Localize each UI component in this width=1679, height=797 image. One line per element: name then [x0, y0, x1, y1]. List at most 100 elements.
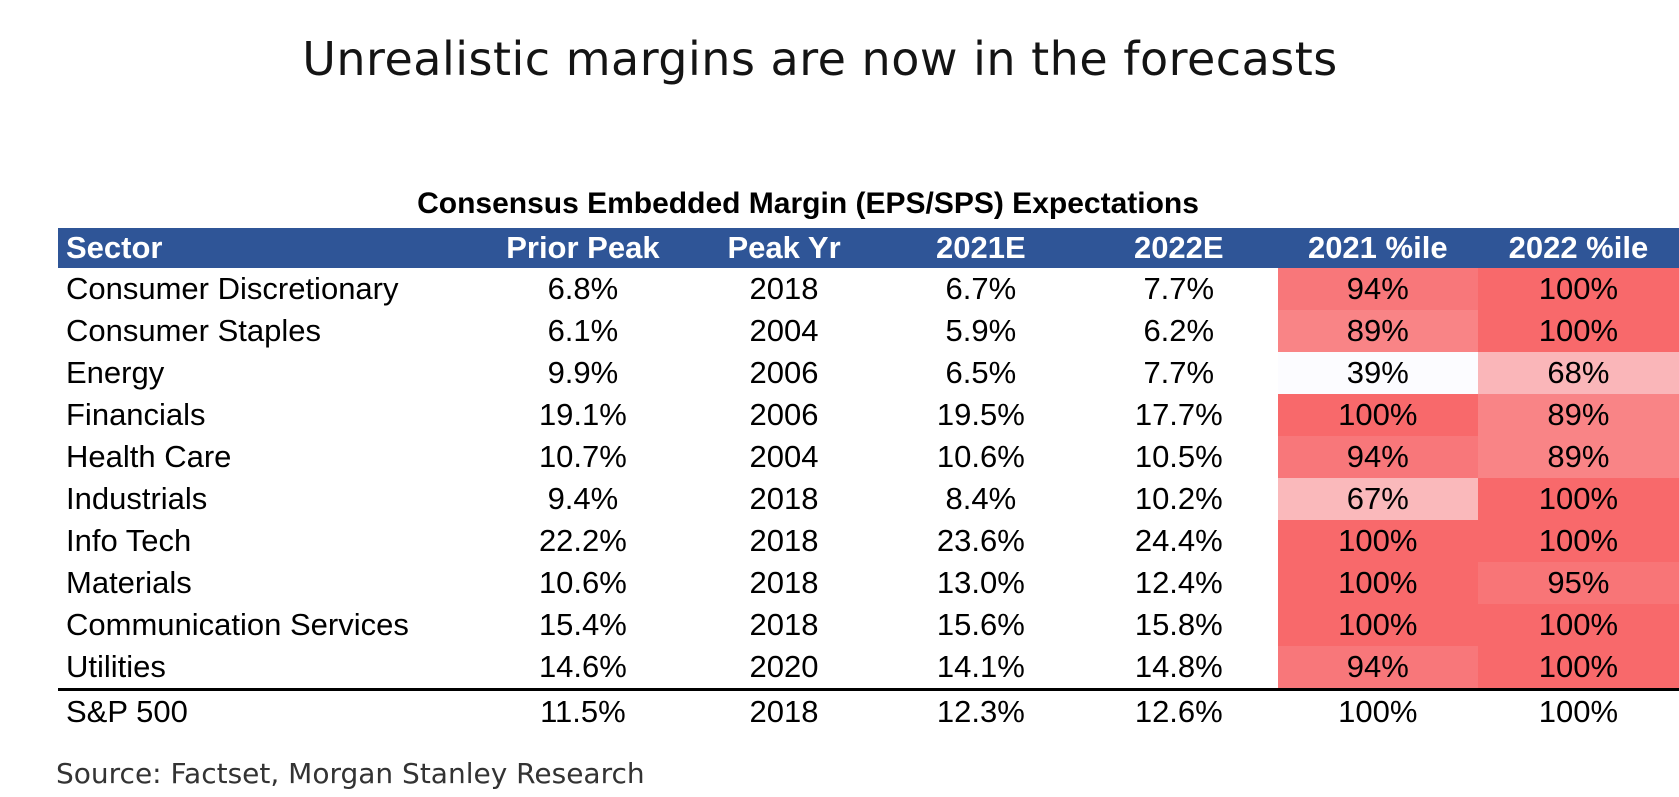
sector-cell: Consumer Discretionary [66, 271, 399, 306]
peak-yr-cell: 2006 [749, 397, 819, 432]
header-sector: Sector [58, 228, 480, 268]
peak-yr-cell: 2018 [749, 271, 819, 306]
header-prior-peak: Prior Peak [479, 228, 687, 268]
sector-cell: Info Tech [66, 523, 192, 558]
sector-cell: S&P 500 [58, 688, 480, 733]
prior-peak-cell: 6.8% [547, 271, 619, 306]
pct-2021-cell: 94% [1277, 646, 1478, 690]
pct-2021-cell: 39% [1277, 352, 1478, 394]
prior-peak-cell: 19.1% [538, 397, 627, 432]
table-row: Consumer Staples 6.1% 2004 5.9% 6.2% 89% 100% [58, 310, 1679, 352]
pct-2021-cell: 94% [1277, 268, 1478, 310]
eps-2022e-cell: 17.7% [1134, 397, 1223, 432]
pct-2021-cell: 94% [1277, 436, 1478, 478]
source-note: Source: Factset, Morgan Stanley Research [56, 757, 645, 790]
peak-yr-cell: 2020 [749, 649, 819, 684]
pct-2022-cell: 100% [1477, 646, 1679, 690]
table-header-row: Sector Prior Peak Peak Yr 2021E 2022E 20… [58, 228, 1679, 268]
slide-title: Unrealistic margins are now in the forec… [302, 32, 1338, 86]
peak-yr-cell: 2018 [749, 523, 819, 558]
prior-peak-cell: 22.2% [538, 523, 627, 558]
header-2022e: 2022E [1079, 228, 1278, 268]
peak-yr-cell: 2004 [749, 439, 819, 474]
sector-cell: Health Care [66, 439, 232, 474]
eps-2022e-cell: 6.2% [1143, 313, 1215, 348]
eps-2021e-cell: 10.6% [936, 439, 1025, 474]
eps-2021e-cell: 6.7% [945, 271, 1017, 306]
table-row: Health Care 10.7% 2004 10.6% 10.5% 94% 89% [58, 436, 1679, 478]
table-row: Industrials 9.4% 2018 8.4% 10.2% 67% 100% [58, 478, 1679, 520]
pct-2021-cell: 100% [1277, 394, 1478, 436]
pct-2022-cell: 95% [1477, 562, 1679, 604]
table-row: Energy 9.9% 2006 6.5% 7.7% 39% 68% [58, 352, 1679, 394]
pct-2022-cell: 89% [1477, 394, 1679, 436]
pct-2022-cell: 100% [1477, 688, 1679, 733]
sector-cell: Industrials [66, 481, 208, 516]
pct-2021-cell: 100% [1277, 604, 1478, 646]
peak-yr-cell: 2018 [686, 688, 882, 733]
prior-peak-cell: 11.5% [479, 688, 687, 733]
prior-peak-cell: 10.7% [538, 439, 627, 474]
prior-peak-cell: 9.4% [547, 481, 619, 516]
eps-2022e-cell: 15.8% [1134, 607, 1223, 642]
sector-cell: Consumer Staples [66, 313, 322, 348]
header-2021-percentile: 2021 %ile [1277, 228, 1478, 268]
pct-2022-cell: 100% [1477, 268, 1679, 310]
eps-2021e-cell: 6.5% [945, 355, 1017, 390]
table-row: Info Tech 22.2% 2018 23.6% 24.4% 100% 100% [58, 520, 1679, 562]
eps-2022e-cell: 7.7% [1143, 355, 1215, 390]
eps-2022e-cell: 10.2% [1134, 481, 1223, 516]
eps-2022e-cell: 24.4% [1134, 523, 1223, 558]
prior-peak-cell: 14.6% [538, 649, 627, 684]
eps-2021e-cell: 15.6% [936, 607, 1025, 642]
eps-2022e-cell: 7.7% [1143, 271, 1215, 306]
table-body: Consumer Discretionary 6.8% 2018 6.7% 7.7% 94… [58, 268, 1679, 733]
pct-2021-cell: 100% [1277, 520, 1478, 562]
sector-cell: Materials [66, 565, 192, 600]
table-row: Consumer Discretionary 6.8% 2018 6.7% 7.7% 94… [58, 268, 1679, 310]
eps-2021e-cell: 13.0% [936, 565, 1025, 600]
peak-yr-cell: 2004 [749, 313, 819, 348]
table-title: Consensus Embedded Margin (EPS/SPS) Expe… [417, 187, 1199, 220]
header-peak-yr: Peak Yr [686, 228, 882, 268]
prior-peak-cell: 15.4% [538, 607, 627, 642]
eps-2021e-cell: 5.9% [945, 313, 1017, 348]
pct-2021-cell: 89% [1277, 310, 1478, 352]
table-row: Materials 10.6% 2018 13.0% 12.4% 100% 95% [58, 562, 1679, 604]
pct-2022-cell: 100% [1477, 520, 1679, 562]
prior-peak-cell: 9.9% [547, 355, 619, 390]
pct-2021-cell: 67% [1277, 478, 1478, 520]
eps-2022e-cell: 10.5% [1134, 439, 1223, 474]
pct-2022-cell: 68% [1477, 352, 1679, 394]
peak-yr-cell: 2018 [749, 481, 819, 516]
eps-2021e-cell: 23.6% [936, 523, 1025, 558]
sector-cell: Financials [66, 397, 206, 432]
prior-peak-cell: 6.1% [547, 313, 619, 348]
eps-2021e-cell: 8.4% [945, 481, 1017, 516]
sector-cell: Utilities [66, 649, 166, 684]
pct-2021-cell: 100% [1277, 688, 1478, 733]
peak-yr-cell: 2018 [749, 565, 819, 600]
eps-2021e-cell: 12.3% [881, 688, 1080, 733]
sector-cell: Communication Services [66, 607, 409, 642]
prior-peak-cell: 10.6% [538, 565, 627, 600]
peak-yr-cell: 2006 [749, 355, 819, 390]
peak-yr-cell: 2018 [749, 607, 819, 642]
eps-2021e-cell: 19.5% [936, 397, 1025, 432]
eps-2022e-cell: 14.8% [1134, 649, 1223, 684]
table-row: Communication Services 15.4% 2018 15.6% 15.8… [58, 604, 1679, 646]
sector-cell: Energy [66, 355, 165, 390]
eps-2022e-cell: 12.6% [1079, 688, 1278, 733]
pct-2022-cell: 100% [1477, 310, 1679, 352]
header-2022-percentile: 2022 %ile [1477, 228, 1679, 268]
eps-2021e-cell: 14.1% [936, 649, 1025, 684]
header-2021e: 2021E [881, 228, 1080, 268]
pct-2022-cell: 100% [1477, 478, 1679, 520]
margin-expectations-table: Sector Prior Peak Peak Yr 2021E 2022E 20… [58, 228, 1679, 733]
pct-2021-cell: 100% [1277, 562, 1478, 604]
pct-2022-cell: 100% [1477, 604, 1679, 646]
eps-2022e-cell: 12.4% [1134, 565, 1223, 600]
table-row: Utilities 14.6% 2020 14.1% 14.8% 94% 100% [58, 646, 1679, 690]
total-row: S&P 500 11.5% 2018 12.3% 12.6% 100% 100% [58, 688, 1679, 733]
table-row: Financials 19.1% 2006 19.5% 17.7% 100% 89% [58, 394, 1679, 436]
